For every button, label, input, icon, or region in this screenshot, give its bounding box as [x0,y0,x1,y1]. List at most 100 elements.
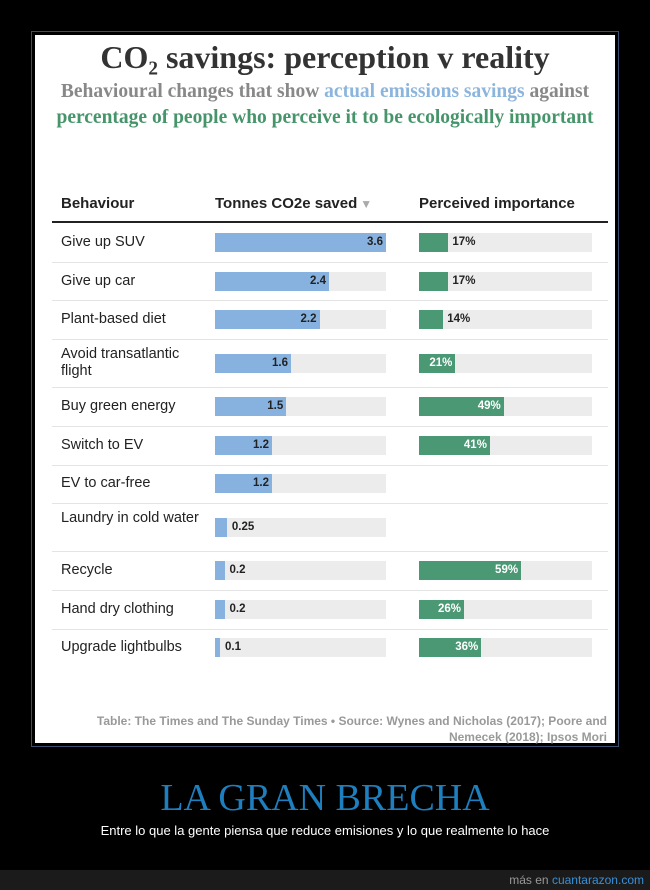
tonnes-bar [215,599,225,619]
tonnes-bar [215,435,272,455]
row-divider [52,551,608,553]
chart-title: CO₂ savings: perception v reality [100,39,550,75]
tonnes-track: 3.6 [215,232,386,252]
tonnes-bar [215,310,320,330]
chart-panel: CO₂ savings: perception v reality Behavi… [35,35,615,744]
footer-prefix: más en [509,873,552,887]
tonnes-value: 1.5 [267,399,284,412]
tonnes-value: 3.6 [367,235,383,248]
tonnes-value: 0.2 [229,602,246,615]
tonnes-bar [215,638,220,658]
perceived-bar [419,396,504,416]
row-label: Give up SUV [61,233,145,250]
perceived-value: 26% [437,602,461,615]
tonnes-value: 2.2 [300,313,317,326]
tonnes-value: 1.2 [253,438,269,451]
tonnes-value: 0.2 [229,564,246,577]
row-label: Plant-based diet [61,311,166,328]
tonnes-bar [215,271,329,291]
subtitle-perceived-importance: percentage of people who perceive it to … [56,107,594,128]
tonnes-track: 0.2 [215,599,386,619]
perceived-bar [419,310,444,330]
column-header-tonnes-label: Tonnes CO2e saved [215,195,358,212]
perceived-track: 41% [419,435,592,455]
perceived-value: 17% [452,274,476,287]
sort-arrow-icon: ▼ [360,197,373,211]
tonnes-value: 0.25 [231,520,255,533]
tonnes-track: 0.1 [215,638,386,658]
row-divider [52,464,608,466]
header-divider [52,221,608,223]
perceived-value: 21% [429,356,453,369]
row-divider [52,387,608,389]
row-label: Laundry in cold water [61,510,199,527]
tonnes-value: 1.2 [253,477,269,490]
row-divider [52,339,608,341]
perceived-value: 49% [477,399,501,412]
tonnes-track: 1.6 [215,353,386,373]
perceived-track: 36% [419,638,592,658]
tonnes-track: 2.2 [215,310,386,330]
row-divider [52,503,608,505]
column-header-perceived: Perceived importance [419,195,575,212]
subtitle-part2: against [524,81,590,102]
perceived-track: 49% [419,396,592,416]
caption-subtitle: Entre lo que la gente piensa que reduce … [100,823,550,838]
perceived-bar [419,599,464,619]
perceived-value: 36% [455,641,479,654]
tonnes-track: 2.4 [215,271,386,291]
row-label: Avoid transatlantic flight [61,346,180,380]
tonnes-value: 1.6 [272,356,288,369]
perceived-bar [419,435,490,455]
perceived-bar [419,232,449,252]
tonnes-track: 0.25 [215,517,386,537]
row-label: Give up car [61,272,136,289]
perceived-track: 14% [419,310,592,330]
tonnes-value: 0.1 [225,641,241,654]
row-label: Switch to EV [61,436,144,453]
perceived-track: 59% [419,561,592,581]
tonnes-bar [215,517,227,537]
perceived-track: 17% [419,271,592,291]
perceived-bar [419,638,482,658]
row-divider [52,300,608,302]
perceived-track: 21% [419,353,592,373]
perceived-value: 59% [495,564,519,577]
row-label: Upgrade lightbulbs [61,639,182,656]
perceived-bar [419,561,522,581]
row-divider [52,261,608,263]
tonnes-bar [215,232,386,252]
subtitle-actual-savings: actual emissions savings [324,81,525,102]
perceived-bar [419,353,456,373]
column-header-tonnes[interactable]: Tonnes CO2e saved ▼ [215,195,372,212]
caption-title: LA GRAN BRECHA [160,777,490,819]
column-header-behaviour: Behaviour [61,195,135,212]
tonnes-bar [215,561,225,581]
perceived-bar [419,271,449,291]
perceived-value: 41% [463,438,487,451]
perceived-value: 17% [452,235,476,248]
footer-bar: más en cuantarazon.com [0,870,650,890]
tonnes-track: 1.2 [215,474,386,494]
row-label: Hand dry clothing [61,600,174,617]
perceived-track: 26% [419,599,592,619]
chart-source: Table: The Times and The Sunday Times • … [96,714,607,744]
row-divider [52,589,608,591]
tonnes-bar [215,353,291,373]
tonnes-bar [215,396,287,416]
row-label: EV to car-free [61,475,151,492]
subtitle-part1: Behavioural changes that show [60,81,325,102]
footer-link[interactable]: cuantarazon.com [551,873,644,887]
image-frame [31,31,619,747]
tonnes-bar [215,474,272,494]
row-divider [52,425,608,427]
tonnes-track: 0.2 [215,561,386,581]
tonnes-value: 2.4 [310,274,326,287]
footer-text: más en cuantarazon.com [509,873,644,887]
chart-subtitle: Behavioural changes that show actual emi… [55,79,595,131]
row-label: Buy green energy [61,397,176,414]
perceived-value: 14% [447,313,471,326]
tonnes-track: 1.5 [215,396,386,416]
row-divider [52,628,608,630]
tonnes-track: 1.2 [215,435,386,455]
